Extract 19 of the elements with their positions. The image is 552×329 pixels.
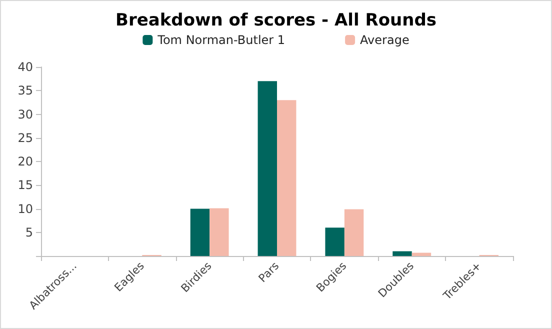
y-tick-label: 35: [18, 84, 33, 98]
chart-title: Breakdown of scores - All Rounds: [115, 10, 437, 30]
y-tick-label: 25: [18, 130, 33, 145]
bar: [344, 209, 364, 256]
y-tick-label: 5: [25, 225, 33, 240]
y-tick-label: 20: [18, 154, 33, 168]
bar: [412, 252, 432, 256]
bar: [190, 208, 210, 256]
bar: [277, 100, 296, 256]
bar: [325, 228, 344, 256]
y-tick-label: 10: [18, 202, 33, 216]
bar: [392, 251, 412, 256]
y-tick-label: 40: [18, 60, 33, 74]
y-tick-label: 30: [18, 107, 33, 122]
legend-label: Tom Norman-Butler 1: [156, 33, 286, 47]
bar: [210, 208, 229, 256]
bar: [258, 81, 277, 256]
legend-label: Average: [360, 33, 410, 47]
y-tick-label: 15: [18, 178, 33, 192]
